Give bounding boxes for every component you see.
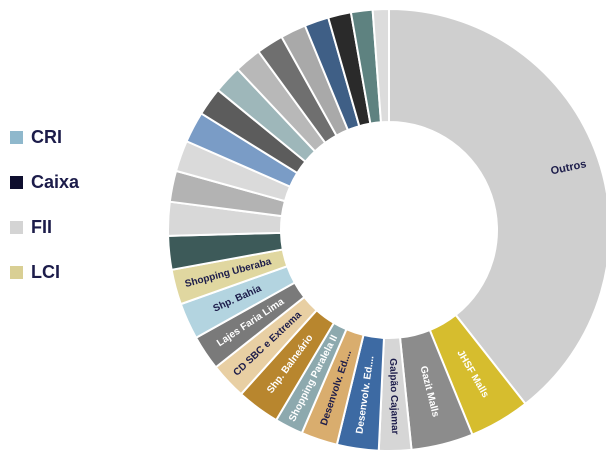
legend-swatch — [10, 130, 23, 144]
legend-label: CRI — [31, 126, 62, 147]
legend-label: FII — [31, 216, 52, 237]
legend-item-fii: FII — [10, 216, 79, 238]
legend-swatch — [10, 220, 23, 234]
legend-item-cri: CRI — [10, 126, 79, 148]
legend-label: Caixa — [31, 171, 80, 192]
legend-swatch — [10, 265, 23, 279]
legend-item-caixa: Caixa — [10, 171, 79, 193]
donut-slice — [371, 7, 390, 124]
legend-swatch — [10, 175, 23, 189]
donut-slice — [388, 7, 606, 406]
legend-label: LCI — [31, 261, 60, 282]
legend-item-lci: LCI — [10, 261, 79, 283]
slice-label: Galpão Cajamar — [387, 358, 400, 435]
chart-legend: CRI Caixa FII LCI — [10, 126, 79, 306]
